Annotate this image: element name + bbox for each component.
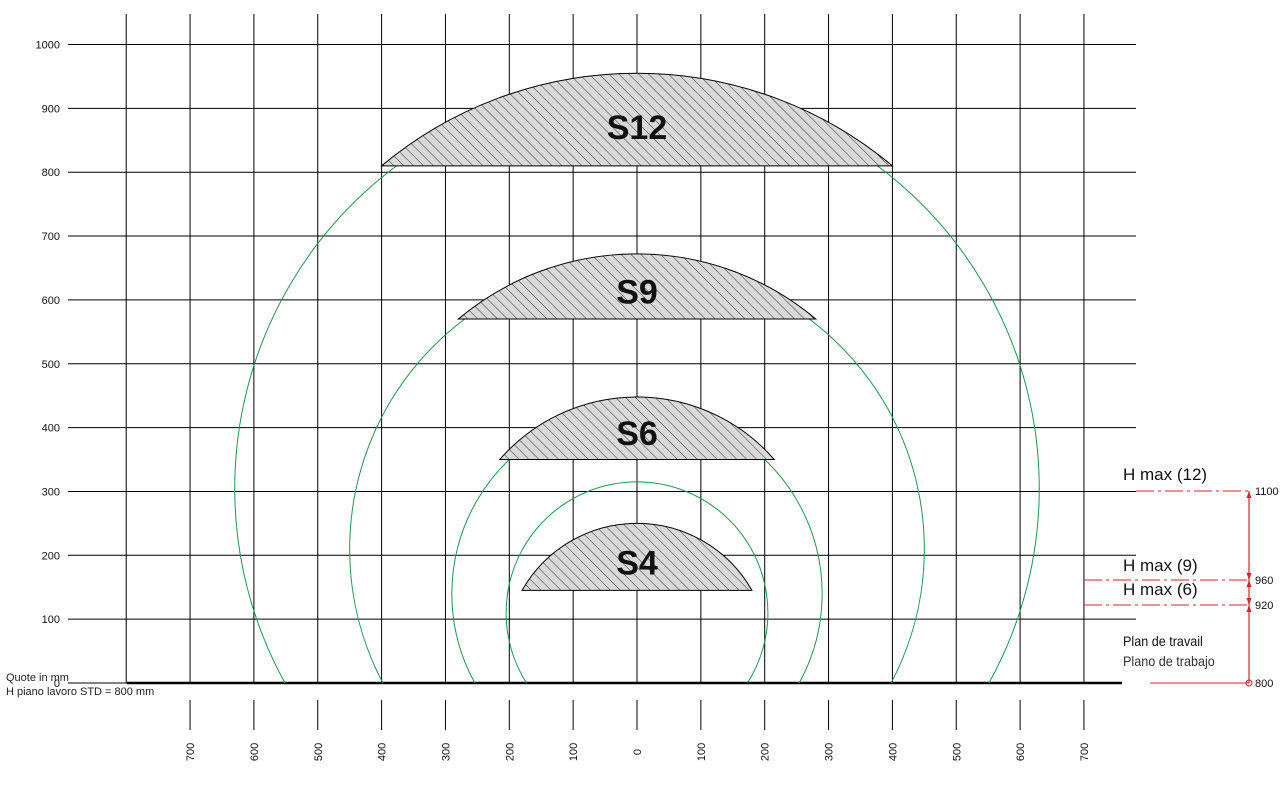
detection-arc (505, 481, 769, 684)
x-tick-label: 700 (1079, 743, 1091, 761)
zone-s9 (456, 253, 818, 320)
y-tick-label: 500 (42, 359, 60, 371)
hmax-6-label: H max (6) (1123, 580, 1198, 599)
zone-label: S9 (616, 274, 658, 312)
height-value-label: 1100 (1255, 486, 1279, 498)
x-tick-label: 500 (313, 743, 325, 761)
x-tick-label: 200 (760, 743, 772, 761)
arrow-head (1246, 580, 1252, 587)
y-axis-ticks: 0 100 200 300 400 500 600 700 800 900 1000 (36, 40, 127, 690)
x-tick-label: 200 (504, 743, 516, 761)
arrow-head (1246, 491, 1252, 498)
y-tick-label: 900 (42, 103, 60, 115)
x-tick-label: 600 (1015, 743, 1027, 761)
arrow-head (1246, 573, 1252, 580)
x-axis-ticks: 700 600 500 400 300 200 100 0 100 200 300 400 500 600… (185, 743, 1091, 761)
origin-marker (1245, 679, 1253, 687)
zone-s12 (380, 72, 894, 167)
zone-label: S12 (607, 109, 668, 147)
y-tick-label: 300 (42, 486, 60, 498)
height-note: H piano lavoro STD = 800 mm (6, 686, 155, 698)
zone-label: S6 (616, 415, 658, 453)
unit-note: Quote in mm (6, 672, 69, 684)
x-tick-label: 700 (185, 743, 197, 761)
work-plane-label-es: Plano de trabajo (1123, 653, 1215, 669)
arrow-head (1246, 605, 1252, 612)
x-tick-label: 100 (696, 743, 708, 761)
height-annotations: 1100 960 920 800 (1084, 486, 1279, 690)
height-value-label: 920 (1255, 600, 1273, 612)
x-tick-label: 500 (951, 743, 963, 761)
hmax-12-label: H max (12) (1123, 465, 1208, 484)
zones: S12 S9 S6 S4 (380, 72, 894, 591)
y-tick-label: 200 (42, 550, 60, 562)
y-tick-label: 600 (42, 295, 60, 307)
height-value-label: 800 (1255, 678, 1273, 690)
arrow-head (1246, 598, 1252, 605)
x-tick-label: 100 (568, 743, 580, 761)
zone-label: S4 (616, 544, 658, 582)
y-tick-label: 100 (42, 614, 60, 626)
x-tick-label: 300 (440, 743, 452, 761)
x-tick-label: 600 (249, 743, 261, 761)
work-plane-label-fr: Plan de travail (1123, 633, 1203, 649)
x-tick-label: 0 (632, 749, 644, 755)
y-tick-label: 1000 (36, 40, 60, 52)
y-tick-label: 800 (42, 167, 60, 179)
hmax-9-label: H max (9) (1123, 556, 1198, 575)
zone-s4 (521, 522, 753, 591)
height-value-label: 960 (1255, 575, 1273, 587)
x-tick-label: 300 (824, 743, 836, 761)
zone-s6 (498, 396, 776, 461)
x-tick-label: 400 (887, 743, 899, 761)
y-tick-label: 400 (42, 423, 60, 435)
x-tick-label: 400 (377, 743, 389, 761)
y-tick-label: 0 (54, 678, 60, 690)
y-tick-label: 700 (42, 231, 60, 243)
